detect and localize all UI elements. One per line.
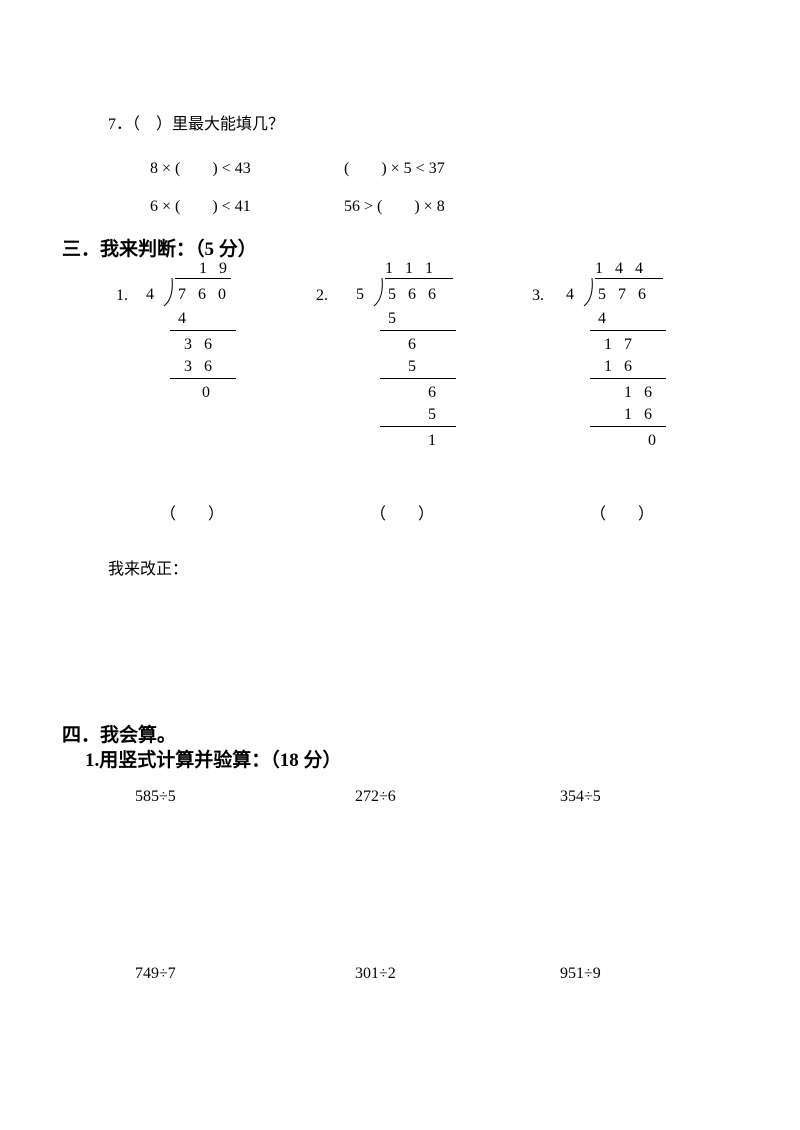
answer-paren-2: （ ） (370, 500, 434, 524)
bracket-icon-2 (370, 276, 388, 308)
line-2-1 (380, 378, 456, 379)
section4-title: 四．我会算。 (62, 720, 176, 747)
calc-2-2: 301÷2 (355, 965, 396, 983)
step-1-1: 3 6 (178, 336, 216, 354)
section4-subtitle: 1.用竖式计算并验算：（18 分） (85, 745, 342, 772)
calc-1-1: 585÷5 (135, 788, 176, 806)
divisor-1: 4 (146, 286, 154, 304)
line-2-0 (380, 330, 456, 331)
step-1-0: 4 (178, 310, 190, 328)
bracket-icon-1 (160, 276, 178, 308)
line-3-1 (590, 378, 666, 379)
quotient-1: 1 9 (175, 260, 231, 279)
step-2-0: 5 (388, 310, 400, 328)
step-3-3: 1 6 (618, 384, 656, 402)
step-2-2: 5 (408, 358, 420, 376)
step-2-1: 6 (408, 336, 420, 354)
line-2-2 (380, 426, 456, 427)
correction-label: 我来改正： (108, 555, 188, 579)
step-3-4: 1 6 (618, 406, 656, 424)
step-2-5: 1 (428, 432, 440, 450)
q7-lines: 8 × ( ) < 43 ( ) × 5 < 37 6 × ( ) < 41 5… (150, 150, 445, 227)
bracket-icon-3 (580, 276, 598, 308)
answer-paren-3: （ ） (590, 500, 654, 524)
line-1-1 (170, 378, 236, 379)
step-3-2: 1 6 (598, 358, 636, 376)
section3-title: 三．我来判断：（5 分） (62, 234, 257, 261)
step-1-2: 3 6 (178, 358, 216, 376)
q7-l2-r: 56 > ( ) × 8 (344, 198, 445, 215)
calc-2-3: 951÷9 (560, 965, 601, 983)
q7-title: 7．（ ）里最大能填几？ (108, 110, 284, 134)
p3-label: 3. (532, 287, 544, 305)
step-2-4: 5 (428, 406, 440, 424)
line-3-0 (590, 330, 666, 331)
p1-label: 1. (116, 287, 128, 305)
q7-l1-r: ( ) × 5 < 37 (344, 160, 445, 177)
step-1-3: 0 (202, 384, 214, 402)
step-3-0: 4 (598, 310, 610, 328)
calc-1-3: 354÷5 (560, 788, 601, 806)
answer-paren-1: （ ） (160, 500, 224, 524)
step-3-5: 0 (648, 432, 660, 450)
dividend-1: 7 6 0 (178, 286, 230, 304)
line-1-0 (170, 330, 236, 331)
q7-l2-l: 6 × ( ) < 41 (150, 188, 340, 226)
step-3-1: 1 7 (598, 336, 636, 354)
divisor-2: 5 (356, 286, 364, 304)
dividend-3: 5 7 6 (598, 286, 650, 304)
q7-l1-l: 8 × ( ) < 43 (150, 150, 340, 188)
quotient-3: 1 4 4 (595, 260, 663, 279)
p2-label: 2. (316, 287, 328, 305)
line-3-2 (590, 426, 666, 427)
calc-1-2: 272÷6 (355, 788, 396, 806)
quotient-2: 1 1 1 (385, 260, 453, 279)
step-2-3: 6 (428, 384, 440, 402)
calc-2-1: 749÷7 (135, 965, 176, 983)
divisor-3: 4 (566, 286, 574, 304)
dividend-2: 5 6 6 (388, 286, 440, 304)
